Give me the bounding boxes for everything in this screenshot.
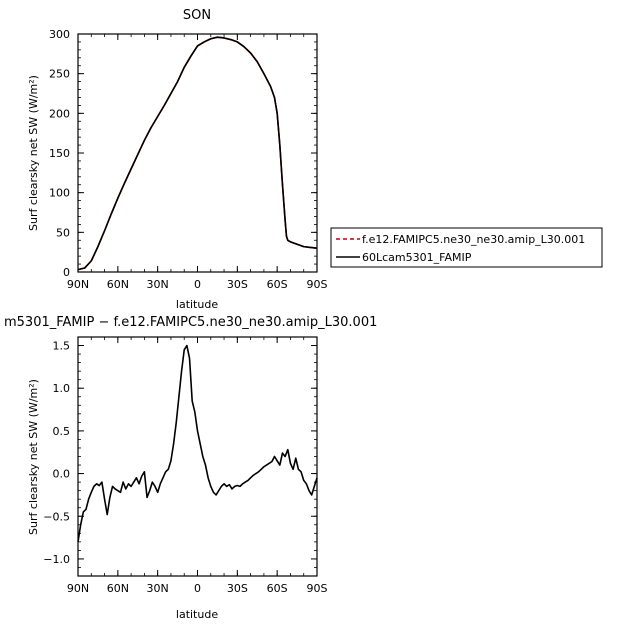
panel-top: SON 90N 60N 30N 0 30S 60S 90S 0 50 100 150 200 250 30… xyxy=(27,8,603,311)
legend-box xyxy=(330,227,603,268)
x-tick-label-bottom: 30N xyxy=(147,582,169,595)
x-tick-label-bottom: 60S xyxy=(267,582,288,595)
y-tick-label-bottom: −0.5 xyxy=(43,510,70,523)
y-tick-label-bottom: 0.0 xyxy=(53,468,71,481)
y-axis-label-bottom: Surf clearsky net SW (W/m²) xyxy=(27,379,40,535)
y-tick-label-bottom: 0.5 xyxy=(53,425,71,438)
x-tick-label-top: 0 xyxy=(194,278,201,291)
x-axis-label-bottom: latitude xyxy=(176,608,218,621)
x-tick-label-bottom: 90N xyxy=(67,582,89,595)
x-axis-label-top: latitude xyxy=(176,298,218,311)
y-tick-label-bottom: 1.0 xyxy=(53,382,71,395)
series-line-bottom-0 xyxy=(77,344,318,542)
x-tick-label-top: 30N xyxy=(147,278,169,291)
x-tick-label-top: 90S xyxy=(307,278,328,291)
y-tick-label-top: 300 xyxy=(49,28,70,41)
axes-top: 90N 60N 30N 0 30S 60S 90S 0 50 100 150 200 250 300 xyxy=(49,28,328,291)
y-axis-label-top: Surf clearsky net SW (W/m²) xyxy=(27,75,40,231)
y-tick-label-bottom: 1.5 xyxy=(53,340,71,353)
title-top: SON xyxy=(183,8,211,23)
legend: f.e12.FAMIPC5.ne30_ne30.amip_L30.001 60L… xyxy=(330,227,603,268)
x-tick-label-bottom: 60N xyxy=(107,582,129,595)
x-tick-label-bottom: 30S xyxy=(227,582,248,595)
legend-label-0: f.e12.FAMIPC5.ne30_ne30.amip_L30.001 xyxy=(362,233,585,246)
x-tick-label-top: 60S xyxy=(267,278,288,291)
series-line-top-1 xyxy=(77,36,318,271)
series-group-top xyxy=(77,36,318,271)
title-bottom: m5301_FAMIP − f.e12.FAMIPC5.ne30_ne30.am… xyxy=(4,315,377,330)
y-tick-label-bottom: −1.0 xyxy=(43,553,70,566)
x-tick-label-bottom: 90S xyxy=(307,582,328,595)
x-tick-label-bottom: 0 xyxy=(194,582,201,595)
y-tick-label-top: 200 xyxy=(49,107,70,120)
y-tick-label-top: 150 xyxy=(49,147,70,160)
legend-label-1: 60Lcam5301_FAMIP xyxy=(362,251,472,264)
y-tick-label-top: 250 xyxy=(49,68,70,81)
y-tick-label-top: 50 xyxy=(56,226,70,239)
y-tick-label-top: 100 xyxy=(49,187,70,200)
x-tick-label-top: 60N xyxy=(107,278,129,291)
panel-bottom: m5301_FAMIP − f.e12.FAMIPC5.ne30_ne30.am… xyxy=(4,315,377,621)
series-group-bottom xyxy=(77,344,318,542)
y-tick-label-top: 0 xyxy=(63,266,70,279)
x-tick-label-top: 90N xyxy=(67,278,89,291)
x-tick-label-top: 30S xyxy=(227,278,248,291)
axes-bottom: 90N 60N 30N 0 30S 60S 90S 1.5 1.0 0.5 0.0 −0.5 −1.0 xyxy=(43,336,328,595)
